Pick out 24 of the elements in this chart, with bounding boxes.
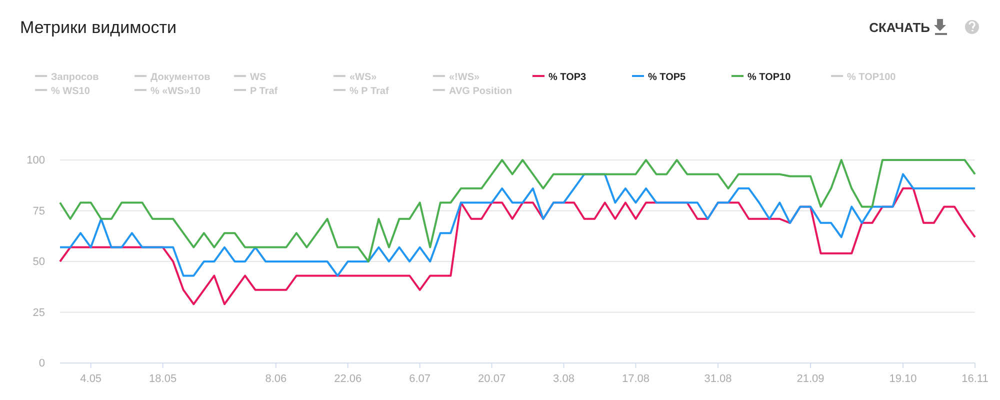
x-tick-label: 8.06	[265, 372, 287, 385]
chart-title: Метрики видимости	[20, 18, 177, 37]
x-tick-label: 6.07	[409, 372, 431, 385]
y-tick-label: 25	[32, 306, 45, 319]
legend-label: % TOP10	[748, 72, 792, 83]
line-series	[59, 173, 976, 277]
x-tick-label: 22.06	[334, 372, 362, 385]
y-tick-label: 50	[32, 256, 45, 268]
x-tick-label: 19.10	[889, 372, 917, 385]
y-tick-label: 75	[32, 205, 45, 218]
y-tick-label: 100	[26, 154, 45, 167]
x-tick-label: 31.08	[704, 372, 732, 385]
y-tick-label: 0	[38, 358, 45, 370]
x-tick-label: 20.07	[478, 372, 506, 385]
x-tick-label: 18.05	[149, 372, 177, 385]
x-tick-label: 16.11	[962, 372, 988, 385]
x-tick-label: 21.09	[796, 372, 824, 385]
x-tick-label: 17.08	[622, 372, 650, 385]
x-tick-label: 4.05	[80, 372, 102, 385]
legend-label: % TOP3	[548, 72, 587, 83]
line-series	[59, 159, 976, 262]
legend-label: % TOP5	[648, 72, 686, 83]
x-tick-label: 3.08	[553, 372, 574, 385]
text: СКАЧАТЬ	[869, 20, 930, 35]
